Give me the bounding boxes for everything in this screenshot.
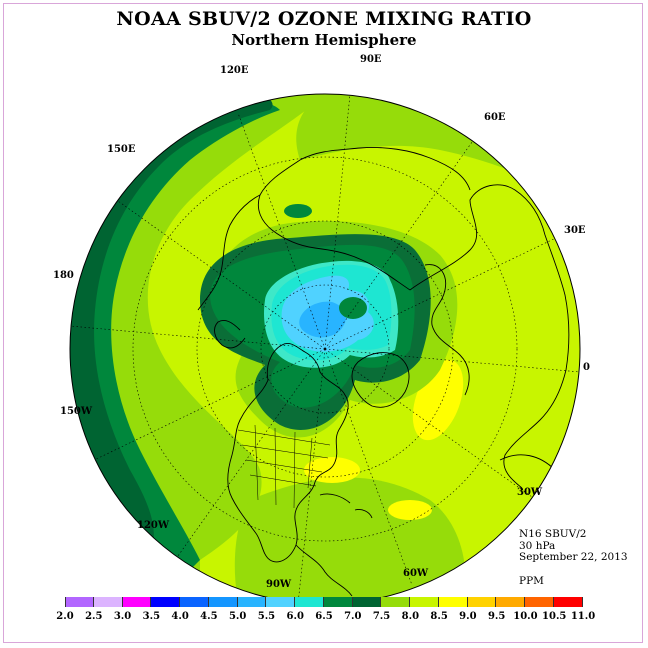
colorbar-swatch-9.5 [496,597,526,607]
colorbar-swatch-8.0 [410,597,439,607]
colorbar-tick-label: 3.0 [113,611,132,622]
colorbar-swatch-7.0 [352,597,382,607]
colorbar-tick-label: 11.0 [570,611,596,622]
border-lines-us-east-west [237,429,331,487]
colorbar-tick-label: 6.0 [286,611,304,622]
colorbar-swatch-6.0 [295,597,324,607]
meridian-150e [117,200,326,350]
field-level-8-5-spot-c [304,457,360,483]
colorbar-tick-label: 2.0 [56,611,74,622]
coastline-caribbean [319,493,373,519]
instrument-label: N16 SBUV/2 [519,528,587,540]
colorbar-tick-label: 5.0 [228,611,247,622]
longitude-label-90w: 90W [266,579,292,590]
colorbar-tick-label: 4.5 [200,611,218,622]
date-label: September 22, 2013 [519,551,628,563]
colorbar-tick-label: 9.5 [487,611,506,622]
coastline-alaska [214,319,246,349]
colorbar-swatch-8.5 [438,597,468,607]
longitude-label-180: 180 [53,270,74,281]
colorbar-tick-label: 7.0 [344,611,362,622]
colorbar-tick-label: 8.5 [430,611,448,622]
colorbar-tick-label: 4.0 [171,611,189,622]
longitude-label-150w: 150W [60,406,93,417]
meridian-180 [70,325,326,350]
field-level-8-5-spot-d [388,500,432,520]
longitude-label-120e: 120E [220,65,249,76]
meridian-60e [324,127,483,350]
colorbar-swatch-10.5 [554,597,583,607]
coastline-central-america [295,544,353,597]
coastlines [197,147,570,597]
coastline-greenland [351,352,410,408]
meridian-90e [324,94,351,350]
colorbar-swatch-2.0 [65,597,94,607]
coastline-east-asia [197,194,261,311]
field-island-6-5 [339,297,367,319]
colorbar-tick-label: 5.5 [257,611,276,622]
colorbar-tick-label: 10.5 [542,611,567,622]
colorbar-tick-label: 2.5 [85,611,103,622]
longitude-label-0: 0 [583,362,590,373]
map-subtitle: Northern Hemisphere [231,31,417,49]
longitude-label-60e: 60E [484,112,506,123]
colorbar-swatch-3.0 [122,597,152,607]
latitude-circle-75n [260,284,390,414]
colorbar-swatch-5.5 [266,597,296,607]
meridian-120w [167,348,326,571]
colorbar-swatch-6.5 [323,597,353,607]
graticule [70,94,580,604]
colorbar-swatch-4.0 [180,597,209,607]
longitude-label-30w: 30W [517,487,543,498]
colorbar-tick-label: 7.5 [372,611,391,622]
meridian-0 [324,348,580,373]
border-lines-us-north-south [254,424,313,509]
colorbar-swatch-9.0 [467,597,497,607]
coastline-eurasia [409,184,570,489]
map-title: NOAA SBUV/2 OZONE MIXING RATIO [116,8,532,30]
field-level-6-0-edge [70,94,273,604]
colorbar-swatch-3.5 [151,597,181,607]
longitude-label-90e: 90E [360,54,382,65]
longitude-label-150e: 150E [107,144,136,155]
coastline-north-america [227,342,349,563]
colorbar-swatch-10.0 [525,597,555,607]
longitude-label-60w: 60W [403,568,429,579]
colorbar-tick-label: 6.5 [315,611,333,622]
colorbar-tick-label: 3.5 [142,611,161,622]
colorbar-swatch-5.0 [237,597,267,607]
longitude-label-120w: 120W [137,520,170,531]
pressure-level-label: 30 hPa [519,540,556,552]
colorbar-swatch-4.5 [208,597,238,607]
meridian-90w [297,348,326,604]
political-borders [237,424,331,509]
meridian-30w [324,348,533,498]
colorbar-swatch-7.5 [381,597,411,607]
coastline-europe [424,264,470,396]
latitude-circle-45n [132,156,518,542]
field-island-6-5-b [284,204,312,218]
colorbar [65,597,583,607]
longitude-label-30e: 30E [564,225,586,236]
colorbar-swatch-2.5 [93,597,123,607]
colorbar-tick-label: 10.0 [513,611,538,622]
colorbar-tick-label: 9.0 [459,611,477,622]
colorbar-tick-label: 8.0 [401,611,420,622]
units-label: PPM [519,575,544,587]
coastline-siberia [257,147,471,291]
